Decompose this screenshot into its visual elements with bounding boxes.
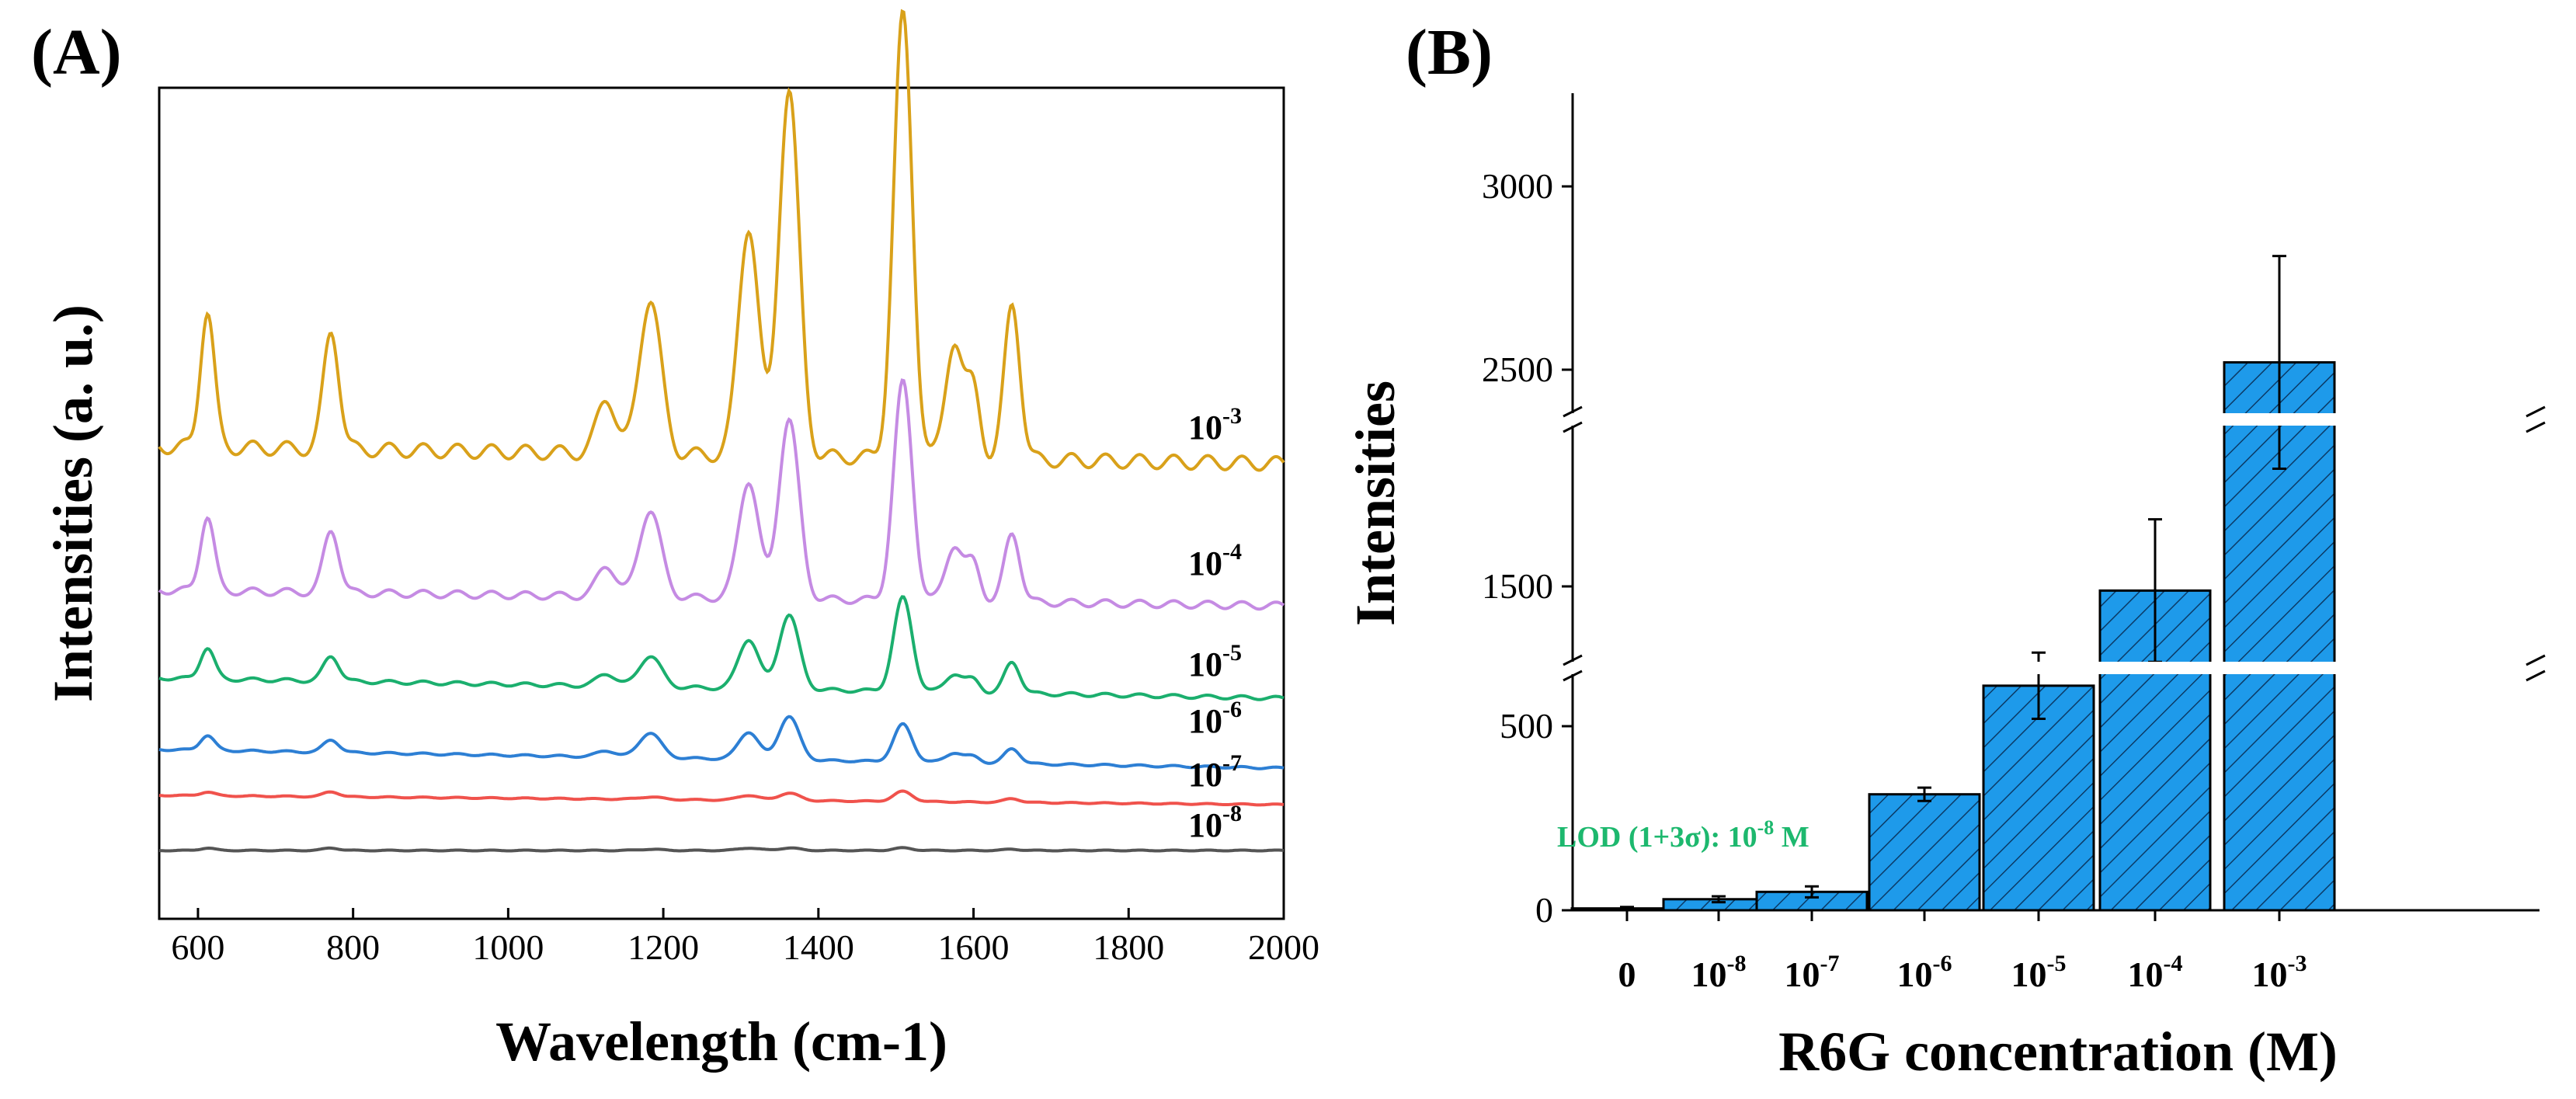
spectrum-label-10-3: 10-3 [1188, 403, 1242, 447]
spectra-lines [158, 9, 1285, 853]
panel-a-label: (A) [31, 16, 122, 89]
spectrum-line-10-4 [158, 378, 1285, 611]
spectrum-label-10-7: 10-7 [1188, 750, 1242, 794]
axis-break-mark [1563, 421, 1583, 433]
panel-b-y-ticks: 0 500 1500 2500 3000 [1482, 166, 1573, 930]
panel-a-x-ticks: 600 800 1000 1200 1400 1600 1800 2000 [171, 908, 1319, 967]
panel-b-x-tick-label: 10-6 [1897, 951, 1952, 994]
axis-break-gap-1 [1565, 413, 2536, 426]
panel-b-y-title: Intensities [1344, 381, 1406, 626]
panel-b-y-tick-label: 500 [1500, 706, 1553, 746]
spectrum-line-10-3 [158, 9, 1285, 472]
axis-break-mark [2526, 405, 2546, 418]
panel-a-tick-label: 1400 [783, 927, 854, 967]
panel-b-y-tick-label: 3000 [1482, 166, 1553, 206]
panel-b-x-tick-label: 0 [1618, 955, 1636, 994]
axis-break-mark [2526, 669, 2546, 682]
panel-b-x-tick-label: 10-3 [2252, 951, 2307, 994]
axis-breaks [1563, 405, 2546, 682]
panel-b-y-tick-label: 1500 [1482, 566, 1553, 606]
panel-b-x-ticks: 0 10-8 10-7 10-6 10-5 10-4 10-3 [1618, 910, 2307, 994]
panel-a-tick-label: 1800 [1093, 927, 1164, 967]
axis-break-mark [1563, 405, 1583, 418]
panel-a-x-title: Wavelength (cm-1) [495, 1010, 947, 1073]
panel-a-tick-label: 1200 [627, 927, 699, 967]
panel-a-tick-label: 2000 [1248, 927, 1319, 967]
panel-b-label: (B) [1406, 16, 1493, 89]
axis-break-mark [1563, 654, 1583, 666]
lod-annotation: LOD (1+3σ): 10-8 M [1557, 816, 1809, 854]
panel-a-tick-label: 1000 [472, 927, 544, 967]
panel-b-x-tick-label: 10-8 [1691, 951, 1747, 994]
spectrum-labels: 10-3 10-4 10-5 10-6 10-7 10-8 [1188, 403, 1242, 844]
spectrum-line-10-6 [158, 715, 1285, 770]
spectrum-line-10-8 [158, 846, 1285, 853]
spectrum-label-10-4: 10-4 [1188, 539, 1242, 583]
panel-a-plot-frame [158, 86, 1285, 920]
spectrum-label-10-5: 10-5 [1188, 640, 1242, 683]
axis-break-gap-0 [1565, 662, 2536, 674]
bar-4 [1982, 684, 2095, 912]
panel-b-x-tick-label: 10-5 [2011, 951, 2067, 994]
panel-a-tick-label: 1600 [938, 927, 1010, 967]
panel-a-tick-label: 800 [326, 927, 380, 967]
panel-a-y-title: Intensities (a. u.) [42, 304, 104, 702]
panel-b-x-tick-label: 10-7 [1785, 951, 1840, 994]
panel-b-x-title: R6G concentration (M) [1778, 1021, 2338, 1083]
spectrum-line-10-5 [158, 595, 1285, 701]
spectrum-label-10-8: 10-8 [1188, 801, 1242, 844]
axis-break-mark [1563, 669, 1583, 682]
panel-b-y-tick-label: 0 [1535, 890, 1553, 930]
spectrum-line-10-7 [158, 789, 1285, 807]
panel-b: (B) 0 500 1500 2500 3000 0 10-8 10-7 10-6 10-5 10… [1344, 16, 2546, 1083]
bar-3 [1868, 793, 1981, 912]
panel-a: (A) 10-3 10-4 10-5 10-6 10-7 10-8 600 800 1000 1… [31, 9, 1319, 1073]
axis-break-mark [2526, 421, 2546, 433]
panel-b-x-tick-label: 10-4 [2128, 951, 2183, 994]
axis-break-mark [2526, 654, 2546, 666]
panel-a-tick-label: 600 [171, 927, 224, 967]
panel-b-y-tick-label: 2500 [1482, 350, 1553, 389]
spectrum-label-10-6: 10-6 [1188, 697, 1242, 740]
